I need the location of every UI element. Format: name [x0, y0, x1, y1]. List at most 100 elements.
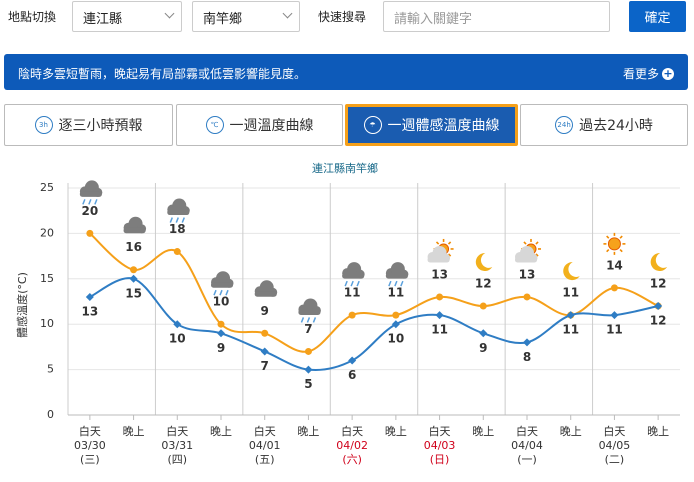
tab[interactable]: ℃ 一週溫度曲線 — [176, 104, 343, 146]
y-tick-label: 15 — [40, 272, 54, 285]
value-label: 7 — [304, 322, 312, 336]
value-label: 6 — [348, 368, 356, 382]
value-label: 11 — [388, 286, 405, 300]
point — [610, 311, 619, 320]
icon-part — [388, 280, 392, 287]
icon-part — [515, 256, 537, 263]
value-label: 15 — [125, 286, 142, 300]
weekday-label: (日) — [430, 453, 450, 466]
search-input[interactable]: 請輸入關鍵字 — [383, 1, 610, 32]
y-tick-label: 0 — [47, 408, 54, 421]
point — [523, 338, 531, 347]
y-axis-label: 體感溫度(°C) — [15, 272, 29, 338]
icon-part — [435, 241, 440, 245]
y-tick-label: 10 — [40, 317, 54, 330]
x-tick-label: 晚上 — [472, 425, 494, 438]
x-tick-label: 白天 — [516, 424, 538, 438]
x-tick-label: 晚上 — [647, 425, 669, 438]
search-label: 快速搜尋 — [318, 10, 367, 24]
point — [348, 311, 356, 319]
caret — [164, 8, 175, 19]
point — [260, 347, 269, 356]
point — [261, 329, 269, 337]
x-tick-label: 晚上 — [123, 425, 145, 438]
icon-part — [211, 282, 233, 288]
icon-part — [169, 217, 173, 223]
icon-part — [300, 317, 305, 323]
township-value: 南竿鄉 — [203, 12, 243, 27]
value-label: 13 — [82, 304, 99, 318]
x-tick-label: 晚上 — [210, 425, 232, 438]
point — [479, 302, 487, 310]
tab-icon: ☂ — [363, 116, 382, 134]
tab-icon: 3h — [34, 116, 53, 134]
y-tick-label: 20 — [40, 226, 54, 239]
chart-title: 連江縣南竿鄉 — [312, 161, 378, 175]
value-label: 11 — [344, 286, 361, 300]
value-label: 13 — [519, 267, 536, 281]
point — [436, 293, 444, 301]
value-label: 7 — [261, 359, 269, 373]
value-label: 10 — [213, 295, 230, 309]
caret — [282, 8, 293, 19]
value-label: 18 — [169, 222, 186, 236]
x-tick-label: 晚上 — [297, 425, 319, 438]
icon-part — [523, 241, 527, 245]
icon-part — [650, 253, 668, 272]
value-label: 8 — [523, 350, 531, 364]
tab[interactable]: 3h 逐三小時預報 — [4, 104, 173, 146]
y-tick-label: 25 — [40, 181, 54, 194]
point — [129, 274, 138, 283]
icon-part — [79, 191, 102, 197]
point — [479, 329, 488, 338]
value-label: 5 — [304, 377, 312, 391]
icon-part — [563, 262, 580, 281]
tab-label: 一週溫度曲線 — [229, 118, 314, 134]
x-tick-label: 晚上 — [560, 425, 582, 438]
value-label: 11 — [606, 323, 623, 337]
icon-part — [535, 241, 539, 245]
icon-part — [181, 217, 185, 223]
icon-part — [175, 217, 179, 223]
icon-part — [298, 309, 321, 315]
weekday-label: (五) — [255, 453, 275, 466]
tab[interactable]: ☂ 一週體感溫度曲線 — [345, 104, 518, 146]
county-value: 連江縣 — [83, 12, 123, 27]
tab-label: 一週體感溫度曲線 — [387, 118, 500, 134]
value-label: 9 — [261, 304, 269, 318]
more-link[interactable]: 看更多 + — [623, 65, 674, 82]
x-tick-label: 白天 — [254, 424, 276, 438]
icon-part — [535, 253, 539, 257]
confirm-button[interactable]: 確定 — [629, 1, 686, 32]
value-label: 16 — [125, 240, 142, 254]
tab-label: 逐三小時預報 — [58, 118, 143, 134]
icon-part — [427, 256, 450, 263]
icon-part — [225, 289, 229, 296]
value-label: 14 — [606, 258, 623, 272]
value-label: 12 — [650, 314, 667, 328]
date-label: 04/05 — [599, 439, 631, 452]
search-placeholder: 請輸入關鍵字 — [394, 12, 473, 27]
x-tick-label: 白天 — [166, 424, 188, 438]
x-tick-label: 白天 — [79, 424, 101, 438]
icon-part — [394, 280, 398, 287]
tab[interactable]: 24h 過去24小時 — [520, 104, 688, 146]
chart: 連江縣南竿鄉 體感溫度(°C) 0 5 10 15 20 25 白天 晚上 白天 晚上 白天 晚上 白天… — [15, 161, 680, 466]
x-tick-label: 白天 — [429, 424, 451, 438]
tab-icon: ℃ — [205, 116, 224, 134]
value-label: 10 — [169, 332, 186, 346]
value-label: 12 — [650, 277, 667, 291]
value-label: 11 — [431, 323, 448, 337]
confirm-text: 確定 — [644, 11, 671, 26]
y-tick-label: 5 — [47, 363, 54, 376]
icon-part — [475, 253, 493, 272]
tab-icon: 24h — [555, 116, 574, 134]
icon-part — [619, 235, 623, 239]
county-select[interactable]: 連江縣 — [72, 1, 182, 32]
icon-part — [123, 227, 146, 234]
value-label: 9 — [217, 341, 225, 355]
banner: 陰時多雲短暫雨，晚起易有局部霧或低雲影響能見度。 看更多 + — [4, 54, 688, 90]
point — [304, 365, 313, 374]
point — [130, 266, 138, 274]
township-select[interactable]: 南竿鄉 — [192, 1, 300, 32]
